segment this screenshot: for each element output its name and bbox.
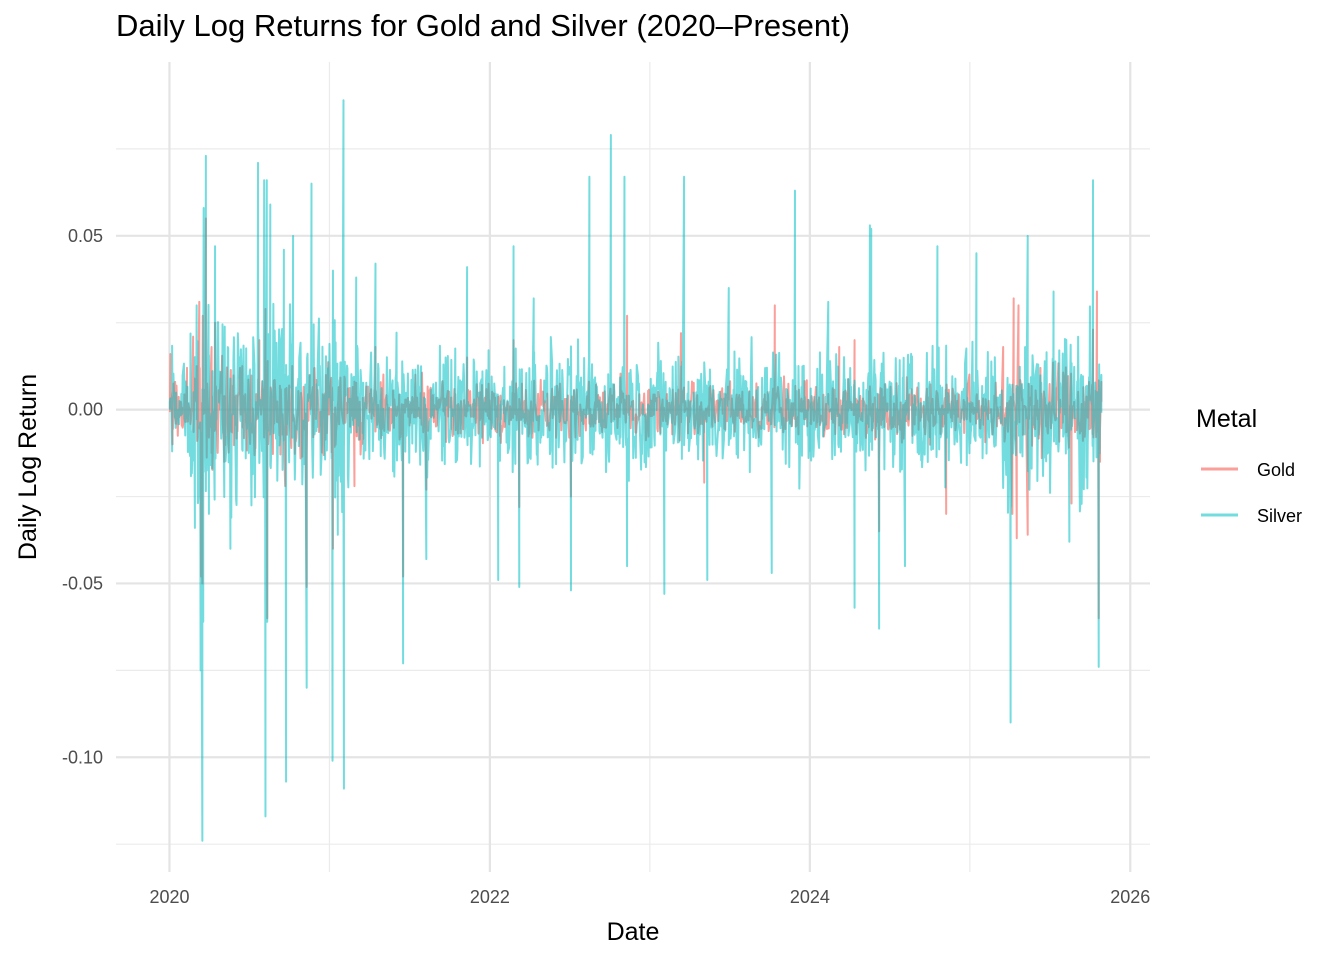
series-group — [168, 99, 1103, 842]
chart-title: Daily Log Returns for Gold and Silver (2… — [116, 8, 851, 43]
tick-labels: 2020 2022 2024 2026 -0.10 -0.05 0.00 0.05 — [62, 226, 1150, 907]
minor-gridlines — [116, 62, 1150, 872]
y-tick-label: -0.10 — [62, 747, 103, 767]
x-axis-title: Date — [607, 918, 660, 946]
legend: Metal Gold Silver — [1196, 405, 1302, 526]
y-tick-label: 0.05 — [68, 226, 103, 246]
y-tick-label: -0.05 — [62, 573, 103, 593]
x-tick-label: 2026 — [1110, 887, 1150, 907]
y-tick-label: 0.00 — [68, 400, 103, 420]
x-tick-label: 2020 — [149, 887, 189, 907]
x-tick-label: 2022 — [470, 887, 510, 907]
legend-title: Metal — [1196, 405, 1257, 433]
x-tick-label: 2024 — [790, 887, 830, 907]
legend-label-gold: Gold — [1257, 460, 1295, 480]
y-axis-title: Daily Log Return — [14, 374, 42, 560]
legend-label-silver: Silver — [1257, 506, 1302, 526]
series-line-silver — [168, 99, 1103, 842]
